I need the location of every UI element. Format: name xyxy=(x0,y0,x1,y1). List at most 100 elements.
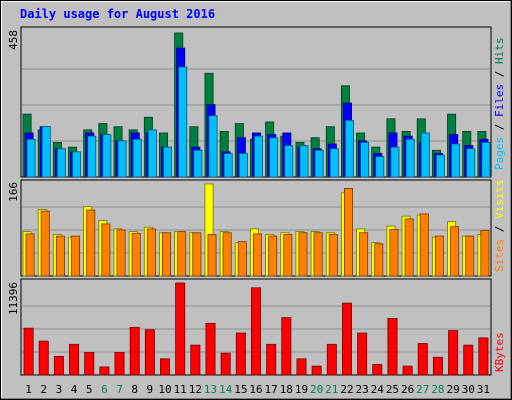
visits-bar-sites-day-1 xyxy=(25,233,35,277)
x-tick-day-14: 14 xyxy=(219,383,233,396)
x-tick-day-19: 19 xyxy=(295,383,308,396)
x-tick-day-12: 12 xyxy=(189,383,202,396)
kbytes-bar-kbytes-day-6 xyxy=(99,366,110,376)
x-tick-day-31: 31 xyxy=(477,383,490,396)
hits-bar-pages-day-14 xyxy=(223,153,233,178)
kbytes-bar-kbytes-day-22 xyxy=(341,302,352,376)
kbytes-bar-kbytes-day-23 xyxy=(357,332,368,376)
kbytes-bar-kbytes-day-28 xyxy=(432,356,443,376)
x-tick-day-16: 16 xyxy=(249,383,262,396)
kbytes-bar-kbytes-day-21 xyxy=(326,343,337,376)
hits-bar-pages-day-3 xyxy=(56,148,66,178)
visits-bar-sites-day-21 xyxy=(328,234,338,277)
x-tick-day-4: 4 xyxy=(71,383,78,396)
visits-label: Visits xyxy=(493,179,506,219)
hits-bar-pages-day-21 xyxy=(329,148,339,178)
visits-bar-sites-day-27 xyxy=(419,213,429,277)
x-tick-day-6: 6 xyxy=(101,383,108,396)
x-tick-day-22: 22 xyxy=(340,383,353,396)
x-tick-day-27: 27 xyxy=(416,383,429,396)
hits-bar-pages-day-20 xyxy=(314,149,324,178)
x-tick-day-10: 10 xyxy=(158,383,171,396)
x-tick-day-17: 17 xyxy=(265,383,278,396)
kbytes-bar-kbytes-day-11 xyxy=(175,282,186,376)
x-axis-labels: 1 2 3 4 5 6 7 8 9 10 11 12 13 14 15 16 17 18 19 20 21 22 23 24 2… xyxy=(25,383,490,396)
visits-bar-sites-day-2 xyxy=(40,210,50,277)
x-tick-day-1: 1 xyxy=(25,383,32,396)
kbytes-bar-kbytes-day-7 xyxy=(114,351,125,376)
visits-ymax-label: 166 xyxy=(7,182,20,202)
visits-bar-sites-day-3 xyxy=(55,235,65,277)
visits-bar-sites-day-15 xyxy=(237,241,247,277)
hits-bar-pages-day-28 xyxy=(435,154,445,178)
hits-bar-pages-day-31 xyxy=(481,142,491,178)
kbytes-bar-kbytes-day-25 xyxy=(387,318,398,376)
hits-bar-pages-day-10 xyxy=(163,146,173,178)
hits-bar-pages-day-19 xyxy=(299,145,309,178)
kbytes-bar-kbytes-day-4 xyxy=(69,343,80,376)
hits-bar-pages-day-30 xyxy=(466,148,476,178)
visits-bar-sites-day-25 xyxy=(389,229,399,277)
chart-title: Daily usage for August 2016 xyxy=(20,7,215,21)
x-tick-day-13: 13 xyxy=(204,383,217,396)
x-tick-day-30: 30 xyxy=(462,383,475,396)
hits-bar-pages-day-27 xyxy=(420,132,430,178)
visits-bar-sites-day-17 xyxy=(268,235,278,277)
hits-bar-pages-day-11 xyxy=(178,66,188,178)
hits-bar-pages-day-9 xyxy=(147,129,157,178)
x-tick-day-2: 2 xyxy=(40,383,47,396)
kbytes-bar-kbytes-day-10 xyxy=(160,358,171,376)
kbytes-bar-kbytes-day-13 xyxy=(205,322,216,376)
kbytes-bar-kbytes-day-1 xyxy=(23,327,34,376)
visits-bar-sites-day-8 xyxy=(131,232,141,277)
kbytes-bar-kbytes-day-5 xyxy=(84,351,95,376)
x-tick-day-9: 9 xyxy=(147,383,154,396)
kbytes-bar-kbytes-day-3 xyxy=(53,356,64,376)
axis-label-sep-1: / xyxy=(493,117,506,137)
kbytes-bar-kbytes-day-12 xyxy=(190,344,201,376)
kbytes-bar-kbytes-day-20 xyxy=(311,365,322,376)
hits-bar-pages-day-22 xyxy=(344,120,354,178)
kbytes-bar-kbytes-day-8 xyxy=(129,326,140,376)
visits-bar-sites-day-13 xyxy=(207,234,217,277)
x-tick-day-26: 26 xyxy=(401,383,414,396)
kbytes-bar-kbytes-day-26 xyxy=(402,365,413,376)
visits-bar-sites-day-18 xyxy=(283,234,293,277)
hits-bar-pages-day-15 xyxy=(238,153,248,178)
kbytes-bar-kbytes-day-2 xyxy=(38,340,49,376)
hits-bar-pages-day-18 xyxy=(284,145,294,178)
x-tick-day-7: 7 xyxy=(116,383,123,396)
visits-bar-sites-day-6 xyxy=(101,223,111,277)
visits-bar-sites-day-12 xyxy=(192,232,202,277)
hits-axis-label: Pages / Files / Hits xyxy=(493,38,506,171)
kbytes-ymax-label: 11396 xyxy=(7,282,20,315)
visits-bar-sites-day-30 xyxy=(465,235,475,277)
chart-bars xyxy=(22,32,491,376)
visits-bar-sites-day-26 xyxy=(404,218,414,277)
hits-bar-pages-day-6 xyxy=(102,134,112,178)
x-tick-day-20: 20 xyxy=(310,383,323,396)
hits-bar-pages-day-1 xyxy=(26,138,36,178)
visits-axis-label: Sites / Visits xyxy=(493,179,506,272)
x-tick-day-21: 21 xyxy=(325,383,338,396)
x-tick-day-5: 5 xyxy=(86,383,93,396)
kbytes-bar-kbytes-day-31 xyxy=(478,337,489,376)
kbytes-bar-kbytes-day-30 xyxy=(463,344,474,376)
kbytes-bar-kbytes-day-24 xyxy=(372,364,383,376)
hits-bar-pages-day-13 xyxy=(208,115,218,178)
hits-bar-pages-day-23 xyxy=(360,142,370,178)
visits-bar-sites-day-28 xyxy=(434,235,444,277)
x-tick-day-24: 24 xyxy=(371,383,385,396)
x-tick-day-11: 11 xyxy=(174,383,187,396)
kbytes-bar-kbytes-day-27 xyxy=(417,343,428,376)
sites-label: Sites xyxy=(493,239,506,272)
kbytes-bar-kbytes-day-9 xyxy=(144,329,155,376)
hits-bar-pages-day-16 xyxy=(254,135,263,178)
x-tick-day-15: 15 xyxy=(234,383,247,396)
kbytes-bar-kbytes-day-19 xyxy=(296,358,307,376)
visits-bar-sites-day-22 xyxy=(343,188,353,277)
x-tick-day-28: 28 xyxy=(431,383,444,396)
x-tick-day-18: 18 xyxy=(280,383,293,396)
kbytes-axis-label: KBytes xyxy=(493,332,506,372)
